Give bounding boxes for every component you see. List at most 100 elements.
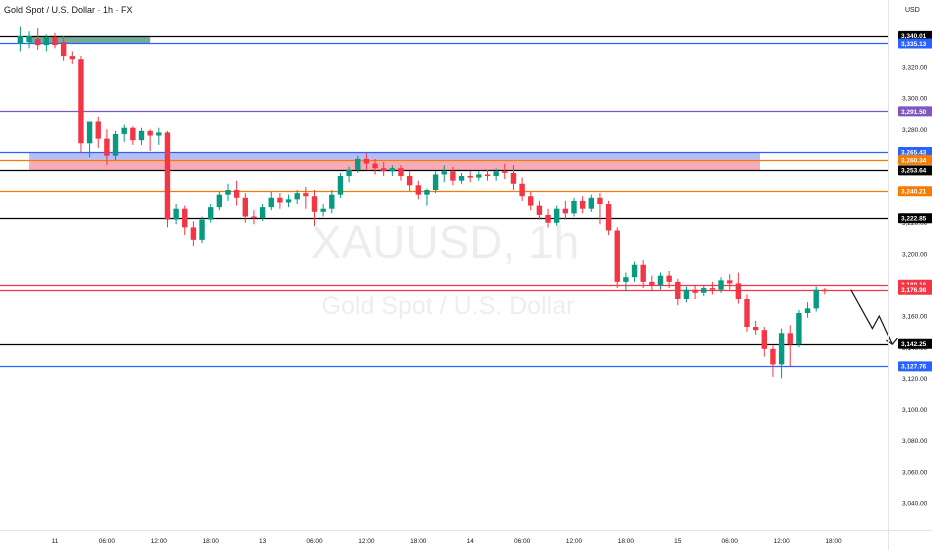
candle-body [294, 193, 300, 200]
time-tick-label: 06:00 [722, 538, 739, 545]
candle-body [268, 197, 274, 208]
time-tick-label: 15 [674, 538, 682, 545]
candle-body [502, 171, 508, 173]
time-tick-label: 13 [259, 538, 267, 545]
candle-body [121, 127, 127, 134]
candle-body [796, 313, 802, 345]
candle-body [605, 204, 612, 231]
candle-body [251, 216, 257, 219]
candle-body [813, 289, 819, 309]
time-tick-label: 11 [52, 538, 59, 545]
level-price-tag[interactable] [898, 338, 932, 349]
level-price-tag[interactable] [898, 106, 932, 117]
price-tick-label: 3,160.00 [902, 314, 928, 321]
candle-body [441, 171, 447, 175]
candle-body [398, 168, 404, 176]
candle-body [173, 208, 179, 220]
time-tick-label: 14 [467, 538, 475, 545]
candle-body [683, 289, 690, 300]
price-tick-label: 3,080.00 [902, 438, 928, 445]
price-tick-label: 3,300.00 [902, 96, 928, 103]
candle-body [579, 200, 586, 209]
candle-body [640, 264, 646, 282]
candle-body [631, 264, 638, 278]
level-price-label: 3,222.85 [901, 216, 927, 223]
candle-body [614, 230, 620, 282]
level-price-label: 3,291.50 [901, 109, 927, 116]
price-tick-label: 3,040.00 [902, 501, 928, 508]
time-tick-label: 18:00 [410, 538, 427, 545]
level-price-tag[interactable] [898, 361, 932, 372]
candle-body [52, 37, 58, 46]
candle-body [346, 169, 352, 176]
level-price-label: 3,176.98 [901, 287, 927, 294]
price-tick-label: 3,220.00 [902, 220, 928, 227]
candle-body [43, 37, 50, 46]
time-tick-label: 18:00 [618, 538, 635, 545]
candle-body [104, 138, 110, 156]
candle-body [709, 288, 716, 290]
level-price-tag[interactable] [898, 165, 932, 176]
candle-body [363, 158, 370, 164]
top-zone[interactable] [29, 35, 151, 44]
candle-body [372, 163, 378, 169]
candle-body [510, 172, 517, 184]
watermark-ticker: XAUUSD, 1h [311, 216, 579, 268]
level-price-tag[interactable] [898, 213, 932, 224]
candle-body [415, 185, 421, 195]
candle-body [95, 121, 101, 139]
candle-body [164, 132, 171, 220]
candle-body [649, 281, 655, 285]
symbol-title[interactable]: Gold Spot / U.S. Dollar · 1h · FX [4, 5, 133, 15]
candle-body [26, 35, 32, 43]
candle-body [804, 308, 811, 314]
candle-body [623, 277, 629, 282]
level-price-label: 3,240.21 [901, 189, 927, 196]
candle-body [493, 171, 499, 176]
level-price-label: 3,253.64 [901, 168, 927, 175]
candle-body [476, 174, 482, 178]
candle-body [675, 281, 681, 300]
currency-label[interactable]: USD [905, 7, 920, 14]
candle-body [519, 183, 525, 197]
candle-body [536, 205, 543, 215]
candle-body [588, 197, 594, 209]
candle-body [752, 327, 759, 331]
price-tick-label: 3,100.00 [902, 407, 928, 414]
level-price-tag[interactable] [898, 38, 932, 49]
candle-body [311, 196, 318, 212]
candle-body [78, 59, 84, 144]
candle-body [666, 275, 672, 282]
level-price-tag[interactable] [898, 154, 932, 165]
level-price-tag[interactable] [898, 186, 932, 197]
candle-body [337, 176, 344, 195]
candle-body [17, 35, 24, 44]
supply-zone-upper[interactable] [29, 151, 760, 160]
candle-body [389, 168, 396, 172]
supply-zone-lower[interactable] [29, 159, 760, 171]
time-tick-label: 12:00 [773, 538, 790, 545]
price-tick-label: 3,120.00 [902, 376, 928, 383]
candle-body [450, 171, 456, 181]
projection-path[interactable] [850, 289, 893, 345]
candle-body [138, 130, 145, 141]
candle-body [329, 194, 335, 209]
level-price-tag[interactable] [898, 30, 932, 41]
candle-body [432, 174, 439, 191]
price-tick-label: 3,200.00 [902, 251, 928, 258]
level-price-label: 3,127.76 [901, 364, 927, 371]
candle-body [562, 208, 569, 214]
time-tick-label: 06:00 [99, 538, 116, 545]
level-price-tag[interactable] [898, 284, 932, 295]
candle-body [545, 214, 551, 223]
candle-body [86, 121, 93, 144]
candle-body [208, 207, 214, 220]
watermark-name: Gold Spot / U.S. Dollar [322, 292, 575, 320]
candle-body [528, 196, 534, 206]
level-price-label: 3,335.13 [901, 41, 927, 48]
time-tick-label: 06:00 [306, 538, 323, 545]
candle-body [770, 348, 776, 365]
level-price-tag[interactable] [898, 146, 932, 157]
